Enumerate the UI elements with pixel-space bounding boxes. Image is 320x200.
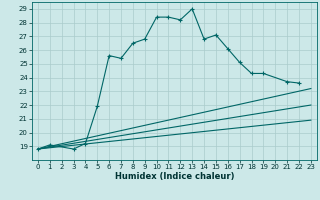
X-axis label: Humidex (Indice chaleur): Humidex (Indice chaleur) xyxy=(115,172,234,181)
